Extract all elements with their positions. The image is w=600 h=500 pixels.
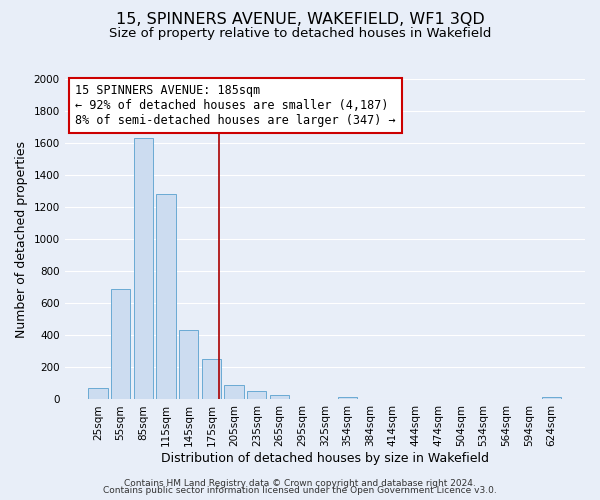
- Bar: [542, 397, 562, 400]
- Bar: [338, 397, 357, 400]
- Bar: [157, 194, 176, 400]
- Bar: [247, 391, 266, 400]
- Y-axis label: Number of detached properties: Number of detached properties: [15, 140, 28, 338]
- Bar: [134, 138, 153, 400]
- Bar: [224, 385, 244, 400]
- Text: 15 SPINNERS AVENUE: 185sqm
← 92% of detached houses are smaller (4,187)
8% of se: 15 SPINNERS AVENUE: 185sqm ← 92% of deta…: [75, 84, 395, 127]
- Bar: [202, 360, 221, 400]
- Text: 15, SPINNERS AVENUE, WAKEFIELD, WF1 3QD: 15, SPINNERS AVENUE, WAKEFIELD, WF1 3QD: [116, 12, 484, 28]
- Text: Size of property relative to detached houses in Wakefield: Size of property relative to detached ho…: [109, 28, 491, 40]
- Bar: [88, 388, 107, 400]
- Bar: [111, 289, 130, 400]
- Text: Contains public sector information licensed under the Open Government Licence v3: Contains public sector information licen…: [103, 486, 497, 495]
- Bar: [179, 330, 199, 400]
- Text: Contains HM Land Registry data © Crown copyright and database right 2024.: Contains HM Land Registry data © Crown c…: [124, 478, 476, 488]
- Bar: [270, 394, 289, 400]
- X-axis label: Distribution of detached houses by size in Wakefield: Distribution of detached houses by size …: [161, 452, 489, 465]
